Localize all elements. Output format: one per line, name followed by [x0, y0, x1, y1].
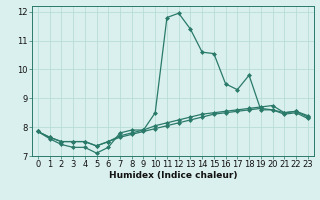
X-axis label: Humidex (Indice chaleur): Humidex (Indice chaleur)	[108, 171, 237, 180]
